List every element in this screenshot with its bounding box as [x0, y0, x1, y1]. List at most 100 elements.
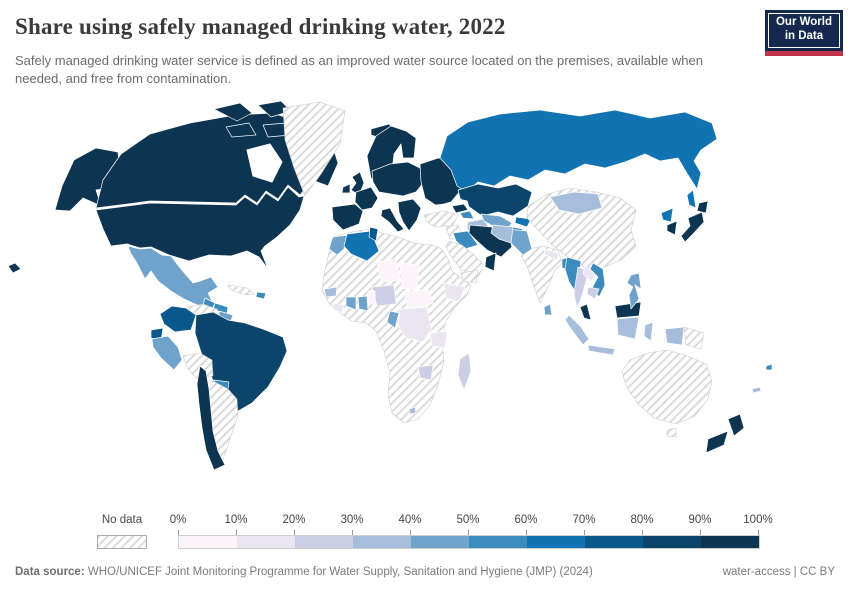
legend-tick-label: 90% — [688, 514, 712, 526]
license-note: water-access | CC BY — [722, 566, 835, 578]
island-west-papua[interactable] — [664, 326, 685, 346]
country-colombia[interactable] — [159, 305, 197, 333]
country-tanzania[interactable] — [429, 330, 448, 349]
legend-band-70-80[interactable] — [585, 536, 643, 548]
country-peru[interactable] — [151, 335, 183, 371]
country-mongolia[interactable] — [549, 191, 603, 215]
legend-band-0-10[interactable] — [179, 536, 237, 548]
data-source: Data source: WHO/UNICEF Joint Monitoring… — [15, 566, 593, 578]
legend-tick-label: 20% — [282, 514, 306, 526]
country-iraq[interactable] — [452, 230, 479, 250]
country-south-korea[interactable] — [666, 220, 678, 236]
world-choropleth-map — [7, 100, 773, 471]
country-philippines[interactable] — [626, 272, 642, 310]
country-india[interactable] — [520, 245, 563, 304]
country-italy[interactable] — [380, 207, 405, 233]
country-kyrgyzstan[interactable] — [514, 216, 532, 228]
page-title: Share using safely managed drinking wate… — [15, 14, 506, 39]
owid-logo-line1: Our World — [775, 16, 832, 28]
country-chile[interactable] — [196, 365, 226, 471]
country-turkey[interactable] — [423, 210, 459, 228]
legend-band-60-70[interactable] — [527, 536, 585, 548]
legend-band-50-60[interactable] — [469, 536, 527, 548]
country-japan[interactable] — [680, 200, 709, 243]
island-sulawesi[interactable] — [643, 321, 654, 342]
region-balkans-greece[interactable] — [397, 198, 422, 232]
country-fiji[interactable] — [765, 363, 773, 371]
owid-logo[interactable]: Our World in Data — [764, 10, 843, 56]
island-kalimantan[interactable] — [616, 316, 640, 340]
country-cambodia[interactable] — [586, 286, 600, 300]
country-china[interactable] — [526, 187, 637, 270]
legend-tick-mark — [700, 530, 701, 535]
island-new-caledonia[interactable] — [751, 386, 762, 394]
country-congo[interactable] — [386, 310, 400, 329]
country-chad[interactable] — [399, 262, 420, 291]
country-canada[interactable] — [95, 112, 339, 209]
island-java[interactable] — [587, 344, 616, 356]
country-niger[interactable] — [376, 258, 401, 283]
country-malaysia-borneo[interactable] — [614, 301, 642, 319]
country-saudi-arabia[interactable] — [445, 240, 485, 278]
country-cote-divoire[interactable] — [345, 296, 357, 311]
island-tasmania[interactable] — [666, 427, 677, 438]
legend-band-40-50[interactable] — [411, 536, 469, 548]
legend-band-90-100[interactable] — [701, 536, 759, 548]
country-mexico[interactable] — [127, 245, 219, 309]
country-malaysia-peninsula[interactable] — [579, 303, 592, 321]
country-dr-congo[interactable] — [397, 306, 432, 343]
country-oman[interactable] — [484, 252, 497, 272]
legend-tick-label: 70% — [572, 514, 596, 526]
legend-no-data-label: No data — [101, 514, 143, 526]
country-north-korea[interactable] — [660, 207, 674, 223]
country-nepal[interactable] — [543, 248, 560, 261]
legend-tick-mark — [352, 530, 353, 535]
map-legend: No data 0% 10% 20% 30% 40% 50% 60% 70% 80% 90% 100… — [0, 513, 850, 553]
country-sierra-leone-liberia[interactable] — [332, 302, 345, 314]
country-central-african-republic[interactable] — [403, 288, 434, 311]
country-yemen[interactable] — [460, 269, 479, 284]
region-central-europe[interactable] — [371, 161, 425, 197]
country-united-states[interactable] — [95, 186, 305, 270]
chart-subtitle: Safely managed drinking water service is… — [15, 53, 703, 87]
country-greenland[interactable] — [282, 101, 346, 197]
region-africa-no-data[interactable] — [321, 228, 472, 424]
country-tunisia[interactable] — [368, 226, 379, 242]
legend-no-data-swatch[interactable] — [97, 535, 147, 549]
legend-tick-label: 100% — [743, 514, 773, 526]
country-ireland[interactable] — [341, 183, 351, 194]
country-france[interactable] — [354, 186, 379, 211]
hudson-bay — [246, 143, 283, 183]
country-russia[interactable] — [439, 109, 718, 193]
legend-band-10-20[interactable] — [237, 536, 295, 548]
legend-band-80-90[interactable] — [643, 536, 701, 548]
country-australia[interactable] — [621, 349, 713, 425]
country-papua-new-guinea[interactable] — [683, 326, 705, 350]
country-new-zealand[interactable] — [705, 413, 745, 454]
island-sumatra[interactable] — [564, 314, 590, 346]
country-azerbaijan[interactable] — [459, 210, 475, 220]
country-dominican-republic[interactable] — [255, 291, 267, 300]
country-ghana[interactable] — [357, 295, 369, 312]
legend-tick-mark — [758, 530, 759, 535]
country-lesotho[interactable] — [408, 406, 417, 415]
country-togo-benin[interactable] — [367, 290, 376, 305]
country-hawaii[interactable] — [7, 262, 22, 274]
country-madagascar[interactable] — [457, 352, 472, 391]
legend-tick-label: 0% — [169, 514, 187, 526]
country-ethiopia[interactable] — [443, 282, 466, 303]
legend-band-30-40[interactable] — [353, 536, 411, 548]
country-senegal[interactable] — [323, 286, 338, 298]
legend-band-20-30[interactable] — [295, 536, 353, 548]
legend-tick-label: 30% — [340, 514, 364, 526]
country-zimbabwe[interactable] — [417, 364, 434, 381]
country-afghanistan[interactable] — [490, 224, 514, 244]
island-sakhalin[interactable] — [686, 189, 697, 209]
country-georgia[interactable] — [451, 203, 469, 214]
country-cuba[interactable] — [227, 284, 255, 296]
region-iberia[interactable] — [331, 203, 364, 231]
data-source-text: WHO/UNICEF Joint Monitoring Programme fo… — [84, 566, 593, 578]
chart-footer: Data source: WHO/UNICEF Joint Monitoring… — [0, 566, 850, 578]
country-sri-lanka[interactable] — [543, 303, 553, 316]
